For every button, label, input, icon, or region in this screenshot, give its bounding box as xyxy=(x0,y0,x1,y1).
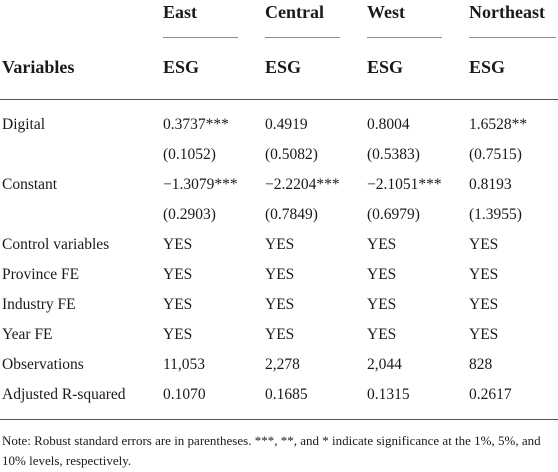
cell-west: (0.5383) xyxy=(367,146,420,163)
cell-west: (0.6979) xyxy=(367,206,420,223)
cell-west: 0.1315 xyxy=(367,386,410,403)
col-head-central: Central xyxy=(265,2,324,22)
cell-northeast: (1.3955) xyxy=(469,206,522,223)
cell-northeast: YES xyxy=(469,296,499,313)
row-label: Digital xyxy=(2,116,46,133)
cell-central: (0.5082) xyxy=(265,146,318,163)
cell-northeast: YES xyxy=(469,266,499,283)
dep-var-east: ESG xyxy=(163,57,200,77)
cell-central: 0.1685 xyxy=(265,386,308,403)
col-head-west: West xyxy=(367,2,405,22)
cell-west: 2,044 xyxy=(367,356,402,373)
cell-west: YES xyxy=(367,266,397,283)
cell-west: −2.1051*** xyxy=(367,176,442,193)
cell-east: 0.1070 xyxy=(163,386,206,403)
cell-northeast: 828 xyxy=(469,356,493,373)
cell-northeast: YES xyxy=(469,236,499,253)
cell-east: (0.1052) xyxy=(163,146,216,163)
cell-east: −1.3079*** xyxy=(163,176,238,193)
col-head-northeast: Northeast xyxy=(469,2,545,22)
row-label: Observations xyxy=(2,356,84,373)
cell-northeast: 1.6528** xyxy=(469,116,528,133)
cell-east: YES xyxy=(163,296,193,313)
table-bottom-rule xyxy=(0,419,558,421)
cell-west: YES xyxy=(367,326,397,343)
col-head-rule xyxy=(163,37,238,38)
dep-var-central: ESG xyxy=(265,57,302,77)
cell-northeast: YES xyxy=(469,326,499,343)
dep-var-northeast: ESG xyxy=(469,57,506,77)
col-head-rule xyxy=(367,37,442,38)
cell-central: YES xyxy=(265,296,295,313)
row-label: Industry FE xyxy=(2,296,76,313)
cell-central: YES xyxy=(265,326,295,343)
row-label: Province FE xyxy=(2,266,80,283)
cell-east: 0.3737*** xyxy=(163,116,229,133)
header-bottom-rule xyxy=(0,99,558,101)
cell-east: 11,053 xyxy=(163,356,206,373)
cell-central: 0.4919 xyxy=(265,116,308,133)
cell-west: 0.8004 xyxy=(367,116,410,133)
cell-northeast: (0.7515) xyxy=(469,146,522,163)
cell-central: (0.7849) xyxy=(265,206,318,223)
row-label: Adjusted R-squared xyxy=(2,386,126,403)
cell-east: (0.2903) xyxy=(163,206,216,223)
table-note: Note: Robust standard errors are in pare… xyxy=(2,433,541,468)
cell-northeast: 0.2617 xyxy=(469,386,512,403)
col-head-rule xyxy=(265,37,340,38)
cell-east: YES xyxy=(163,326,193,343)
cell-central: 2,278 xyxy=(265,356,300,373)
cell-central: −2.2204*** xyxy=(265,176,340,193)
cell-east: YES xyxy=(163,236,193,253)
cell-west: YES xyxy=(367,236,397,253)
cell-west: YES xyxy=(367,296,397,313)
cell-central: YES xyxy=(265,266,295,283)
row-head-variables: Variables xyxy=(2,57,75,77)
row-label: Control variables xyxy=(2,236,110,253)
col-head-east: East xyxy=(163,2,198,22)
cell-northeast: 0.8193 xyxy=(469,176,512,193)
dep-var-west: ESG xyxy=(367,57,404,77)
row-label: Constant xyxy=(2,176,58,193)
col-head-rule xyxy=(469,37,556,38)
cell-central: YES xyxy=(265,236,295,253)
row-label: Year FE xyxy=(2,326,53,343)
cell-east: YES xyxy=(163,266,193,283)
